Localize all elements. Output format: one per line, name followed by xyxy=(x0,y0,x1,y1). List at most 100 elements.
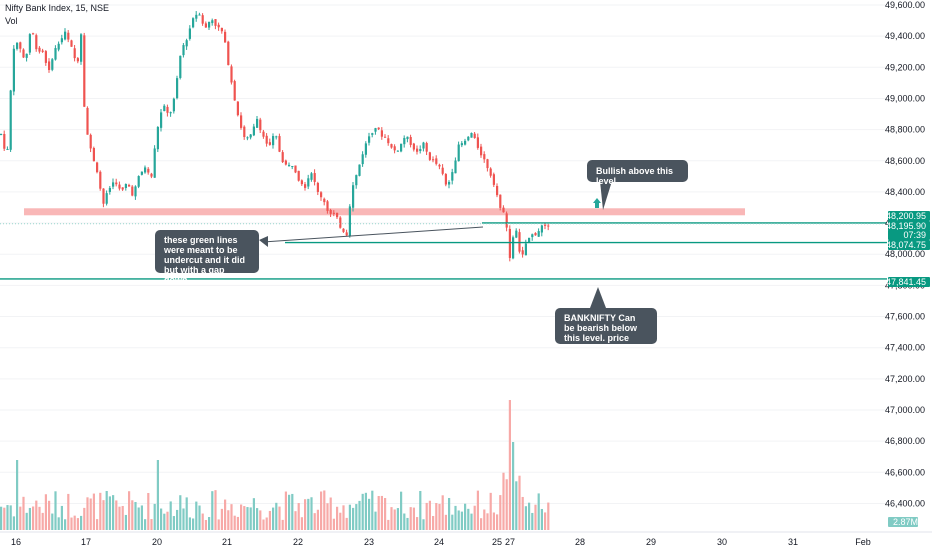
candle[interactable] xyxy=(454,160,457,174)
candle[interactable] xyxy=(409,137,412,145)
candle[interactable] xyxy=(444,174,447,185)
candle[interactable] xyxy=(531,234,534,238)
candle[interactable] xyxy=(160,112,163,128)
candle[interactable] xyxy=(323,198,326,203)
candle[interactable] xyxy=(368,136,371,143)
candle[interactable] xyxy=(534,233,537,236)
candle[interactable] xyxy=(265,135,268,144)
candle[interactable] xyxy=(32,33,35,35)
candle[interactable] xyxy=(428,152,431,160)
candle[interactable] xyxy=(294,165,297,173)
candle[interactable] xyxy=(118,184,121,189)
candle[interactable] xyxy=(83,35,86,107)
callout-bullish[interactable]: Bullish above this level xyxy=(587,160,688,186)
candle[interactable] xyxy=(80,34,83,62)
candle[interactable] xyxy=(166,106,169,113)
candle[interactable] xyxy=(153,148,156,178)
candle[interactable] xyxy=(259,119,262,131)
candle[interactable] xyxy=(422,142,425,149)
candle[interactable] xyxy=(304,184,307,188)
candle[interactable] xyxy=(230,66,233,83)
candle[interactable] xyxy=(307,178,310,187)
candle[interactable] xyxy=(396,150,399,152)
candle[interactable] xyxy=(249,134,252,138)
candle[interactable] xyxy=(19,42,22,49)
candle[interactable] xyxy=(41,50,44,52)
candle[interactable] xyxy=(22,49,25,58)
candle[interactable] xyxy=(92,148,95,162)
candle[interactable] xyxy=(441,167,444,174)
candle[interactable] xyxy=(320,192,323,198)
candle[interactable] xyxy=(352,185,355,208)
candle[interactable] xyxy=(380,130,383,137)
candle[interactable] xyxy=(435,158,438,164)
candle[interactable] xyxy=(182,45,185,56)
candle[interactable] xyxy=(524,243,527,256)
candle[interactable] xyxy=(35,35,38,50)
candle[interactable] xyxy=(115,182,118,185)
candle[interactable] xyxy=(358,164,361,176)
candle[interactable] xyxy=(316,182,319,192)
candle[interactable] xyxy=(233,81,236,101)
candle[interactable] xyxy=(201,15,204,24)
candle[interactable] xyxy=(508,228,511,258)
candle[interactable] xyxy=(540,225,543,233)
candle[interactable] xyxy=(297,170,300,181)
candle[interactable] xyxy=(252,126,255,136)
candle[interactable] xyxy=(464,140,467,145)
callout-green-lines[interactable]: these green lines were meant to be under… xyxy=(155,230,259,285)
candle[interactable] xyxy=(246,137,249,139)
candle[interactable] xyxy=(12,48,15,92)
candle[interactable] xyxy=(419,149,422,152)
candle[interactable] xyxy=(364,143,367,155)
candle[interactable] xyxy=(384,136,387,138)
candle[interactable] xyxy=(332,212,335,214)
candle[interactable] xyxy=(521,250,524,255)
candle[interactable] xyxy=(25,53,28,58)
candle[interactable] xyxy=(76,58,79,62)
candle[interactable] xyxy=(227,41,230,66)
candle[interactable] xyxy=(176,78,179,99)
candle[interactable] xyxy=(400,143,403,152)
candle[interactable] xyxy=(192,18,195,28)
candle[interactable] xyxy=(195,14,198,19)
candle[interactable] xyxy=(544,224,547,226)
candle[interactable] xyxy=(112,182,115,187)
candle[interactable] xyxy=(102,188,105,204)
candle[interactable] xyxy=(3,133,6,149)
candle[interactable] xyxy=(281,152,284,163)
candle[interactable] xyxy=(406,136,409,140)
candle[interactable] xyxy=(329,209,332,214)
candle[interactable] xyxy=(185,40,188,47)
candle[interactable] xyxy=(64,31,67,40)
candle[interactable] xyxy=(54,48,57,60)
candle[interactable] xyxy=(371,133,374,135)
candle[interactable] xyxy=(416,148,419,152)
candle[interactable] xyxy=(86,107,89,135)
candle[interactable] xyxy=(236,101,239,116)
candle[interactable] xyxy=(505,213,508,228)
candle[interactable] xyxy=(208,21,211,28)
candle[interactable] xyxy=(313,173,316,182)
candle[interactable] xyxy=(188,28,191,39)
candle[interactable] xyxy=(0,134,3,136)
candle[interactable] xyxy=(147,168,150,173)
candle[interactable] xyxy=(224,31,227,43)
candle[interactable] xyxy=(361,154,364,165)
candle[interactable] xyxy=(489,168,492,176)
candle[interactable] xyxy=(67,32,70,40)
candle[interactable] xyxy=(412,143,415,150)
candle[interactable] xyxy=(44,51,47,63)
candle[interactable] xyxy=(432,159,435,161)
candle[interactable] xyxy=(131,186,134,196)
candle[interactable] xyxy=(448,181,451,185)
candle[interactable] xyxy=(124,184,127,189)
candle[interactable] xyxy=(172,98,175,112)
candle[interactable] xyxy=(28,34,31,53)
candle[interactable] xyxy=(499,194,502,208)
candle[interactable] xyxy=(457,144,460,162)
candle[interactable] xyxy=(198,14,201,16)
candle[interactable] xyxy=(345,232,348,236)
